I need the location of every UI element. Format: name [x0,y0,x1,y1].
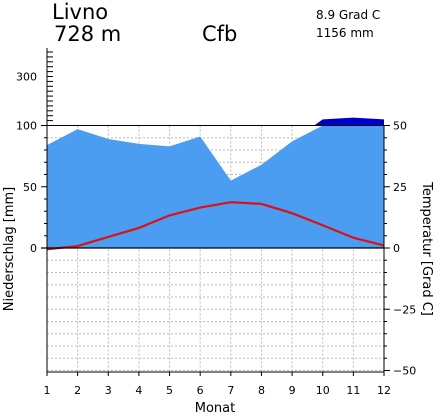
month-tick-label: 10 [316,384,330,397]
month-tick-label: 12 [377,384,391,397]
temperature-tick-label: 25 [393,181,407,194]
month-tick-label: 3 [105,384,112,397]
month-tick-label: 9 [289,384,296,397]
month-tick-label: 2 [74,384,81,397]
precipitation-tick-label: 0 [30,242,37,255]
station-elevation: 728 m [54,22,121,46]
temperature-tick-label: −25 [393,303,416,316]
temperature-tick-label: 0 [393,242,400,255]
temperature-tick-label: 50 [393,120,407,133]
month-tick-label: 7 [227,384,234,397]
station-name: Livno [52,0,108,24]
temperature-axis-title: Temperatur [Grad C] [419,181,434,316]
temperature-tick-label: −50 [393,365,416,378]
x-axis-title: Monat [195,401,235,416]
precipitation-tick-label: 50 [23,181,37,194]
precipitation-axis-title: Niederschlag [mm] [2,187,17,312]
month-tick-label: 8 [258,384,265,397]
annual-precipitation: 1156 mm [316,26,374,40]
precipitation-tick-label: 300 [16,71,37,84]
month-tick-label: 1 [44,384,51,397]
precipitation-tick-label: 100 [16,120,37,133]
climate-class: Cfb [202,22,237,46]
month-tick-label: 4 [135,384,142,397]
precipitation-excess-area [314,117,384,126]
month-tick-label: 11 [346,384,360,397]
mean-temperature: 8.9 Grad C [316,8,380,22]
month-tick-label: 6 [197,384,204,397]
axes [41,48,390,376]
temperature-line [46,201,385,251]
temperature-line-group [46,201,385,251]
month-tick-label: 5 [166,384,173,397]
